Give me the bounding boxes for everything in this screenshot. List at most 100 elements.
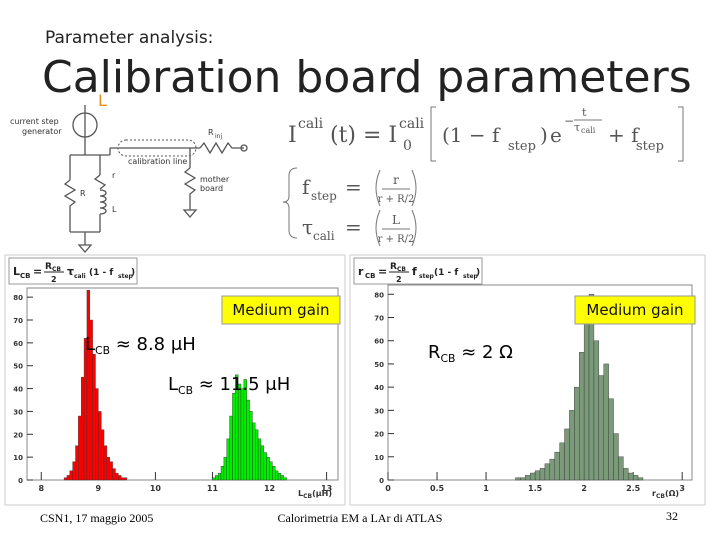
formula-part: e xyxy=(550,123,562,147)
formula-box-part: R xyxy=(45,262,52,272)
formula-box-part: CB xyxy=(52,266,61,273)
histogram-bar xyxy=(66,475,70,481)
formula-part: r + R/2 xyxy=(378,234,415,245)
x-tick-label: 3 xyxy=(679,484,685,493)
formula-part: t xyxy=(582,106,587,119)
histogram-bar xyxy=(72,461,76,481)
histogram-bar xyxy=(109,461,113,481)
formula-box-part: CB xyxy=(20,272,30,280)
histogram-bar xyxy=(257,438,262,481)
y-tick-label: 70 xyxy=(374,315,384,323)
histogram-bar xyxy=(106,456,110,481)
x-axis-label: rCB(Ω) xyxy=(652,489,679,500)
histogram-bar xyxy=(263,452,267,481)
formula-box-part: (1 - f xyxy=(89,268,113,278)
histogram-bar xyxy=(123,477,128,481)
formula-part: cali xyxy=(298,116,324,132)
formula-part: = xyxy=(345,215,362,239)
histogram-bar xyxy=(100,429,105,481)
histogram-bar xyxy=(525,475,531,481)
histogram-bar xyxy=(603,363,609,481)
circuit: L current step generator calibration lin… xyxy=(10,91,248,253)
circuit-label: inj xyxy=(215,133,222,140)
annotation-part: R xyxy=(428,342,441,363)
histogram-bar xyxy=(98,411,102,481)
formula-part: L xyxy=(392,213,400,227)
page-number: 32 xyxy=(666,509,678,523)
circuit-label: L xyxy=(98,91,107,110)
y-tick-label: 0 xyxy=(379,477,384,485)
x-axis-label-part: r xyxy=(652,489,656,498)
histogram-bar xyxy=(112,468,116,481)
x-tick-label: 2 xyxy=(581,484,587,493)
formula-box-part: = xyxy=(33,265,42,278)
y-tick-label: 10 xyxy=(13,454,23,462)
histogram-bar xyxy=(223,456,227,481)
formula-box-part: step xyxy=(118,273,134,280)
formula-box-part: L xyxy=(13,265,20,278)
formula-box-part: CB xyxy=(397,266,406,273)
formula-box-part: (1 - f xyxy=(434,268,458,278)
histogram-bar xyxy=(520,477,526,481)
histogram-bar xyxy=(613,433,619,481)
histogram-bar xyxy=(593,340,600,481)
histogram-bar xyxy=(215,475,219,481)
histogram-bar xyxy=(226,438,230,481)
formula-box xyxy=(353,257,483,285)
formula-part: (t) = I xyxy=(330,123,397,148)
footer-center: Calorimetria EM a LAr di ATLAS xyxy=(278,511,443,525)
y-tick-label: 20 xyxy=(13,431,23,439)
histogram-bar xyxy=(579,352,585,481)
x-tick-label: 1.5 xyxy=(528,484,543,493)
histogram-bar xyxy=(574,386,580,481)
formula-box-part: step xyxy=(463,273,479,280)
formula: I cali (t) = I 0 cali (1 − f step ) e − … xyxy=(282,106,684,247)
formula-part: 0 xyxy=(403,138,412,154)
formula-part: f xyxy=(302,175,311,199)
histogram-bar xyxy=(69,470,73,481)
histogram-bar xyxy=(529,472,536,481)
formula-box-part: R xyxy=(390,262,397,272)
histogram-bar xyxy=(63,477,68,481)
histogram-bar xyxy=(632,475,639,481)
x-tick-label: 0.5 xyxy=(430,484,445,493)
x-axis-label-part: (μH) xyxy=(312,489,332,498)
annotation-part: ≈ 11.5 μH xyxy=(193,374,290,395)
formula-box-part: ) xyxy=(131,268,135,278)
x-axis-label-part: CB xyxy=(303,493,312,500)
y-tick-label: 50 xyxy=(374,361,384,369)
histogram-bar xyxy=(115,472,119,481)
histogram-bar xyxy=(539,468,546,481)
annotation-part: L xyxy=(85,334,95,355)
formula-part: cali xyxy=(581,126,596,135)
formula-part: I xyxy=(288,123,297,148)
histogram-bar xyxy=(240,388,245,481)
y-tick-label: 40 xyxy=(374,384,384,392)
circuit-label: current step xyxy=(10,117,59,126)
x-axis-label-part: (Ω) xyxy=(665,489,679,498)
annotation-part: CB xyxy=(95,344,110,357)
histogram-bar xyxy=(103,445,108,481)
histogram-bar xyxy=(75,445,79,481)
histogram-bar xyxy=(237,383,242,481)
histogram-bar xyxy=(212,477,216,481)
circuit-label: calibration line xyxy=(128,157,187,166)
histogram-bar xyxy=(598,375,604,481)
y-tick-label: 30 xyxy=(13,408,23,416)
x-tick-label: 8 xyxy=(38,484,44,493)
histogram-bar xyxy=(81,376,85,481)
circuit-label: L xyxy=(112,205,117,214)
formula-part: r + R/2 xyxy=(378,194,415,205)
histogram-bar xyxy=(554,451,560,481)
y-tick-label: 30 xyxy=(374,407,384,415)
histogram-bar xyxy=(229,415,233,481)
histogram-bar xyxy=(275,470,279,481)
x-tick-label: 13 xyxy=(321,484,332,493)
annotation-part: L xyxy=(168,374,178,395)
histogram-bar xyxy=(95,388,99,481)
histogram-bar xyxy=(249,411,253,481)
histogram-bar xyxy=(118,475,122,481)
formula-part: τ xyxy=(302,215,313,239)
histogram-bar xyxy=(583,321,590,481)
y-tick-label: 0 xyxy=(18,477,23,485)
